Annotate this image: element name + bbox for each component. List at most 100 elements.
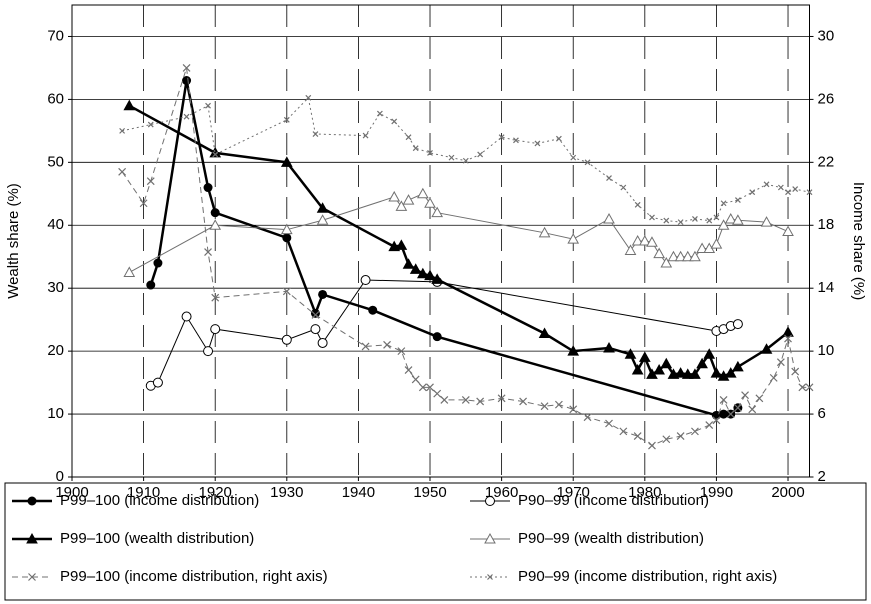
point xyxy=(689,250,701,262)
point xyxy=(624,348,637,359)
y-tick-label: 70 xyxy=(47,27,64,44)
point xyxy=(153,258,163,268)
point xyxy=(360,275,371,286)
point xyxy=(603,341,615,353)
point xyxy=(368,305,378,315)
point xyxy=(27,496,37,506)
point xyxy=(710,238,723,249)
point xyxy=(732,214,744,225)
y2-tick-label: 18 xyxy=(818,216,835,233)
point xyxy=(696,357,708,369)
point xyxy=(391,118,398,125)
y2-tick-label: 2 xyxy=(818,468,826,485)
x-tick-label: 1910 xyxy=(127,484,160,501)
point xyxy=(383,340,391,349)
point xyxy=(710,367,723,378)
point xyxy=(146,177,155,186)
x-tick-label: 1950 xyxy=(413,484,446,501)
point xyxy=(402,258,415,269)
point xyxy=(411,375,420,384)
point xyxy=(791,367,800,376)
point xyxy=(584,159,591,166)
point xyxy=(209,219,222,230)
point xyxy=(282,287,291,296)
point xyxy=(310,324,321,335)
point xyxy=(461,395,470,404)
legend-label: P90–99 (income distribution, right axis) xyxy=(518,568,777,585)
point xyxy=(760,216,773,227)
point xyxy=(706,217,713,224)
point xyxy=(280,223,293,235)
y2-tick-label: 22 xyxy=(818,153,835,170)
point xyxy=(462,157,469,164)
point xyxy=(769,373,778,382)
point xyxy=(426,383,434,392)
point xyxy=(648,441,656,450)
y-tick-label: 50 xyxy=(47,153,64,170)
point xyxy=(570,154,577,161)
point xyxy=(476,397,485,406)
point xyxy=(395,239,408,250)
point xyxy=(798,383,807,392)
series-line xyxy=(128,104,789,378)
point xyxy=(431,206,444,218)
point xyxy=(691,427,699,436)
point xyxy=(755,394,764,403)
x-tick-label: 1960 xyxy=(485,484,518,501)
point xyxy=(674,250,687,262)
point xyxy=(498,134,505,141)
point xyxy=(619,427,628,436)
point xyxy=(567,233,580,244)
point xyxy=(485,496,495,506)
point xyxy=(312,131,319,137)
point xyxy=(28,573,36,581)
point xyxy=(554,400,563,409)
y-axis-label: Wealth share (%) xyxy=(5,183,22,299)
point xyxy=(123,266,136,277)
point xyxy=(555,135,562,142)
point xyxy=(427,149,433,156)
series-line xyxy=(149,80,739,417)
point xyxy=(404,366,413,374)
point xyxy=(305,94,312,101)
point xyxy=(26,532,38,544)
point xyxy=(603,212,615,224)
point xyxy=(741,391,749,400)
legend-frame xyxy=(4,482,867,601)
legend-label: P99–100 (wealth distribution) xyxy=(60,530,254,547)
point xyxy=(181,311,192,322)
y2-tick-label: 26 xyxy=(818,90,835,107)
point xyxy=(405,134,412,141)
point xyxy=(283,116,290,123)
point xyxy=(717,219,730,230)
point xyxy=(633,432,642,441)
point xyxy=(681,368,694,379)
point xyxy=(361,342,370,351)
point xyxy=(674,367,687,378)
point xyxy=(388,190,401,202)
point xyxy=(726,410,735,418)
point xyxy=(431,273,444,284)
point xyxy=(147,121,154,128)
point xyxy=(397,347,406,356)
point xyxy=(139,199,148,208)
legend-label: P90–99 (wealth distribution) xyxy=(518,530,704,547)
point xyxy=(696,242,708,254)
point xyxy=(733,403,742,412)
point xyxy=(183,113,190,120)
point xyxy=(540,402,549,411)
point xyxy=(653,247,665,259)
point xyxy=(784,334,792,343)
point xyxy=(448,154,455,161)
series-line xyxy=(121,67,810,447)
x-tick-label: 1940 xyxy=(342,484,375,501)
x-tick-label: 1920 xyxy=(199,484,232,501)
legend-label: P99–100 (income distribution) xyxy=(60,492,259,509)
point xyxy=(776,358,785,367)
point xyxy=(660,357,673,369)
point xyxy=(316,214,329,225)
point xyxy=(638,234,651,246)
point xyxy=(182,76,192,86)
point xyxy=(724,367,737,378)
